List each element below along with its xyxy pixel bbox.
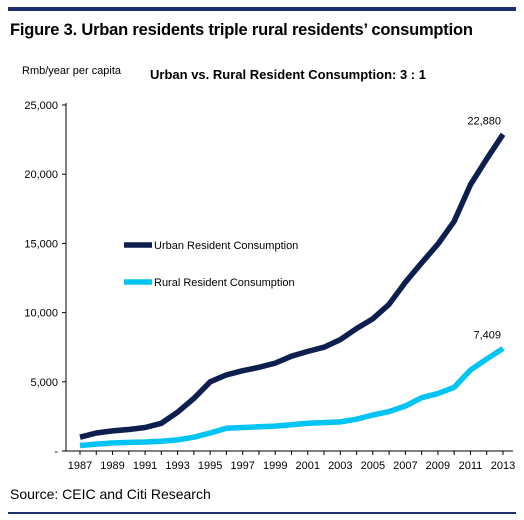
legend: Urban Resident Consumption Rural Resident… [124,240,298,289]
x-tick-label: 2007 [393,460,417,472]
legend-label-urban: Urban Resident Consumption [154,240,298,252]
rural-end-value-label: 7,409 [473,329,501,341]
x-tick-label: 1997 [230,460,254,472]
x-tick-label: 2013 [491,460,515,472]
chart-title: Urban vs. Rural Resident Consumption: 3 … [150,67,426,82]
series-lines [79,132,506,449]
x-tick-label: 1989 [100,460,124,472]
x-tick-label: 2011 [459,460,483,472]
x-tick-label: 1995 [198,460,222,472]
x-tick-label: 2009 [426,460,450,472]
x-tick-label: 1991 [133,460,157,472]
x-tick-label: 1987 [68,460,92,472]
figure-title: Figure 3. Urban residents triple rural r… [10,21,473,39]
urban-consumption-line [79,132,506,440]
x-tick-label: 1999 [263,460,287,472]
y-tick-label: 25,000 [24,100,58,112]
rural-consumption-line [79,346,505,449]
urban-end-value-label: 22,880 [467,115,501,127]
x-tick-label: 1993 [165,460,189,472]
bottom-rule [8,512,516,514]
axes: - 5,000 10,000 15,000 20,000 25,000 1987 1989 19… [24,100,515,472]
y-tick-label: 10,000 [24,308,58,320]
legend-label-rural: Rural Resident Consumption [154,277,295,289]
y-tick-label: - [54,446,58,458]
end-labels: 22,880 7,409 [467,115,501,341]
x-tick-label: 2003 [328,460,352,472]
source-note: Source: CEIC and Citi Research [10,486,211,502]
y-axis-label: Rmb/year per capita [22,65,122,77]
y-tick-label: 15,000 [24,238,58,250]
x-tick-label: 2005 [361,460,385,472]
x-tick-label: 2001 [296,460,320,472]
y-tick-label: 5,000 [30,377,58,389]
top-rule [8,7,516,11]
y-tick-label: 20,000 [24,169,58,181]
